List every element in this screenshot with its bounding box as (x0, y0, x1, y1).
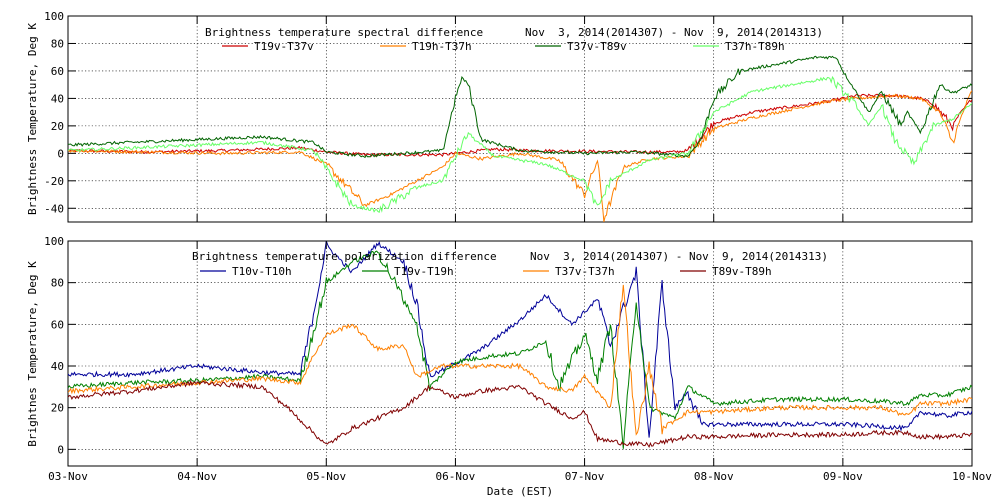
polarization-difference-panel: 0 20 40 60 80 100 Brightness temperature pola… (26, 235, 973, 467)
legend-label-t19v-t37v: T19v-T37v (254, 40, 314, 53)
x-tick-label-09-nov: 09-Nov (823, 470, 863, 483)
x-tick-label-07-nov: 07-Nov (565, 470, 605, 483)
series-line-t19v-t37v (68, 93, 972, 158)
polarization-y-tick-label: 40 (51, 360, 64, 373)
x-tick-label-04-nov: 04-Nov (177, 470, 217, 483)
polarization-difference-ylabel: Brightnes Temperature, Deg K (26, 261, 39, 447)
legend-label-t37v-t89v: T37v-T89v (567, 40, 627, 53)
x-tick-label-05-nov: 05-Nov (306, 470, 346, 483)
polarization-difference-plot-area (67, 240, 973, 467)
spectral-y-tick-label: 100 (44, 10, 64, 23)
polarization-difference-date-range: Nov 3, 2014(2014307) - Nov 9, 2014(20143… (530, 250, 828, 263)
spectral-y-tick-label: 40 (51, 92, 64, 105)
series-line-t19v-t19h (68, 250, 972, 449)
series-line-t10v-t10h (68, 241, 972, 438)
legend-label-t19v-t19h: T19v-T19h (394, 265, 454, 278)
x-tick-label-03-nov: 03-Nov (48, 470, 88, 483)
series-line-t37v-t37h (68, 284, 972, 436)
series-line-t89v-t89h (68, 379, 972, 449)
legend-label-t37v-t37h: T37v-T37h (555, 265, 615, 278)
polarization-y-tick-label: 20 (51, 402, 64, 415)
spectral-y-tick-label: 0 (57, 147, 64, 160)
polarization-difference-title: Brightness temperature polarization diff… (192, 250, 497, 263)
spectral-difference-date-range: Nov 3, 2014(2014307) - Nov 9, 2014(20143… (525, 26, 823, 39)
x-tick-label-10-nov: 10-Nov (952, 470, 992, 483)
polarization-y-tick-label: 60 (51, 318, 64, 331)
spectral-y-tick-label: -20 (44, 175, 64, 188)
spectral-difference-panel: -40 -20 0 20 40 60 80 100 Brightness temperatur… (26, 10, 973, 223)
x-axis-tick-labels: 03-Nov 04-Nov 05-Nov 06-Nov 07-Nov 08-Nov 09-N… (48, 470, 992, 483)
spectral-y-tick-label: -40 (44, 202, 64, 215)
polarization-y-tick-label: 80 (51, 277, 64, 290)
spectral-difference-ylabel: Brightness Temperature, Deg K (26, 23, 39, 215)
spectral-y-tick-label: 80 (51, 37, 64, 50)
polarization-y-tick-label: 0 (57, 443, 64, 456)
x-tick-label-08-nov: 08-Nov (694, 470, 734, 483)
x-tick-label-06-nov: 06-Nov (436, 470, 476, 483)
spectral-difference-plot-area (67, 15, 973, 223)
legend-label-t37h-t89h: T37h-T89h (725, 40, 785, 53)
x-axis-label: Date (EST) (487, 485, 553, 498)
legend-label-t89v-t89h: T89v-T89h (712, 265, 772, 278)
spectral-difference-title: Brightness temperature spectral differen… (205, 26, 483, 39)
legend-label-t10v-t10h: T10v-T10h (232, 265, 292, 278)
series-line-t37v-t89v (68, 55, 972, 159)
series-line-t37h-t89h (68, 75, 972, 213)
spectral-y-tick-label: 60 (51, 65, 64, 78)
legend-label-t19h-t37h: T19h-T37h (412, 40, 472, 53)
series-line-t19h-t37h (68, 90, 972, 222)
polarization-y-tick-label: 100 (44, 235, 64, 248)
spectral-y-tick-label: 20 (51, 120, 64, 133)
